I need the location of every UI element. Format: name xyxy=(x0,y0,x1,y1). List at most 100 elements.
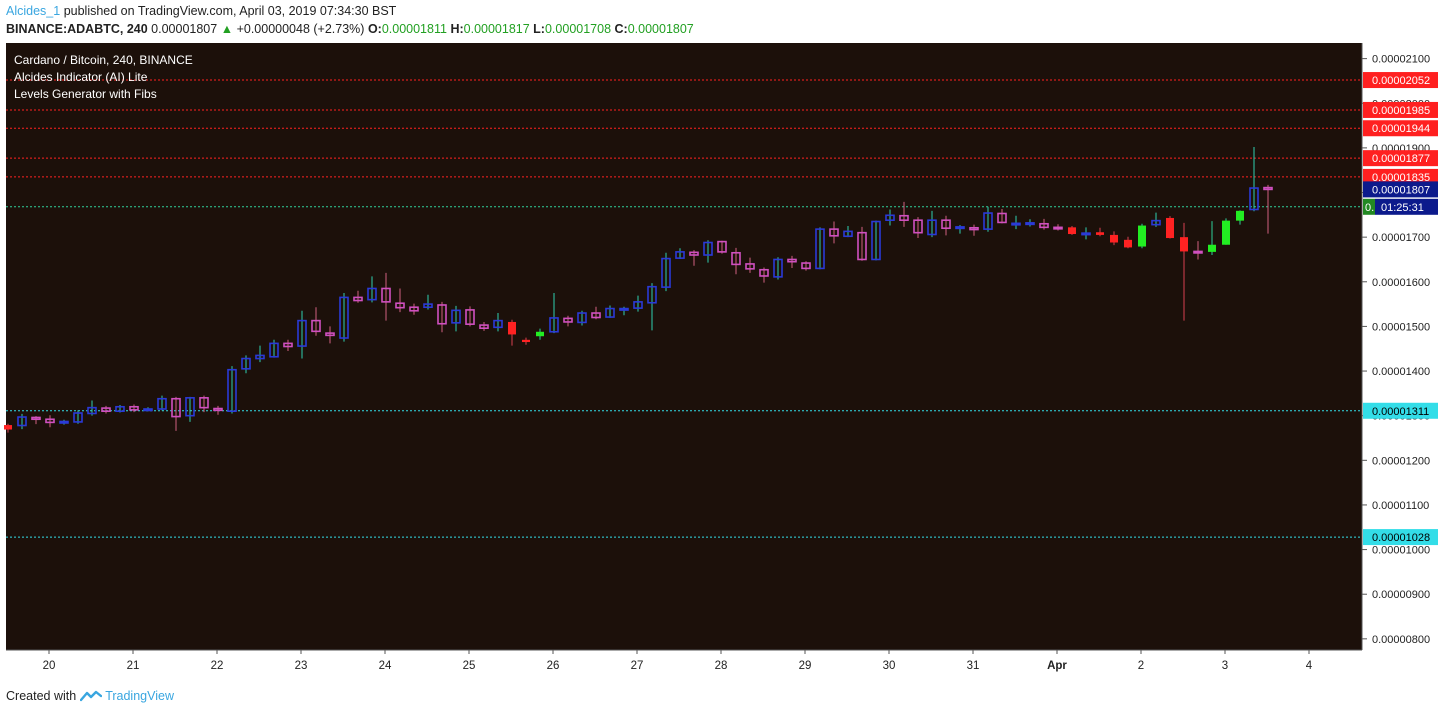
candle-body xyxy=(1138,225,1146,247)
x-tick-label: 20 xyxy=(43,660,56,672)
candle-body xyxy=(17,416,27,427)
candle-body xyxy=(899,214,909,221)
candle-body xyxy=(171,397,181,418)
ohlc-header: BINANCE:ADABTC, 240 0.00001807 ▲ +0.0000… xyxy=(6,22,694,36)
y-tick-label: 0.00001700 xyxy=(1372,232,1430,244)
legend-indicator-1: Alcides Indicator (AI) Lite xyxy=(14,70,148,84)
candle-body xyxy=(759,268,769,277)
candle-body xyxy=(522,339,530,343)
low-label: L: xyxy=(533,22,545,36)
candle-body xyxy=(647,285,657,304)
candle-body xyxy=(955,226,965,230)
candle-body xyxy=(1193,250,1203,254)
candle-body xyxy=(605,307,615,318)
level-price-label: 0.00001835 xyxy=(1372,172,1430,184)
candle-body xyxy=(31,416,41,421)
level-price-label: 0.00001985 xyxy=(1372,105,1430,117)
open-label: O: xyxy=(367,22,382,36)
candle-body xyxy=(115,405,125,413)
candle-body xyxy=(157,397,167,410)
plot-area[interactable] xyxy=(6,43,1362,650)
y-tick-label: 0.00002100 xyxy=(1372,54,1430,66)
x-tick-label: 24 xyxy=(379,660,392,672)
candle-body xyxy=(73,412,83,423)
time-axis[interactable] xyxy=(6,650,1438,679)
candle-body xyxy=(1249,187,1259,211)
candle-body xyxy=(437,304,447,325)
price-axis[interactable] xyxy=(1362,43,1438,650)
price-change: +0.00000048 (+2.73%) xyxy=(236,22,365,36)
x-tick-label: 21 xyxy=(127,660,140,672)
y-tick-label: 0.00001100 xyxy=(1372,500,1429,512)
price-chart[interactable]: Cardano / Bitcoin, 240, BINANCE Alcides … xyxy=(0,43,1444,679)
pivot-price-box xyxy=(1363,198,1375,215)
tradingview-link[interactable]: TradingView xyxy=(105,689,174,703)
candle-body xyxy=(577,312,587,324)
x-tick-label: 25 xyxy=(463,660,476,672)
candle-body xyxy=(297,319,307,347)
y-tick-label: 0.00001600 xyxy=(1372,277,1430,289)
symbol-label: BINANCE:ADABTC, 240 xyxy=(6,22,148,36)
candle-body xyxy=(409,306,419,312)
x-tick-label: 28 xyxy=(715,660,728,672)
level-price-label: 0.00002052 xyxy=(1372,75,1430,87)
level-price-label-box xyxy=(1363,101,1438,118)
candle-body xyxy=(549,317,559,333)
publish-header: Alcides_1 published on TradingView.com, … xyxy=(6,4,396,18)
high-label: H: xyxy=(450,22,464,36)
candle-body xyxy=(1025,222,1035,226)
candle-body xyxy=(479,324,489,330)
level-price-label: 0.00001877 xyxy=(1372,153,1430,165)
candle-body xyxy=(633,301,643,309)
candle-body xyxy=(395,302,405,309)
candle-body xyxy=(969,226,979,231)
candle-body xyxy=(1180,237,1188,252)
x-tick-label: 27 xyxy=(631,660,644,672)
candle-body xyxy=(129,405,139,411)
candle-body xyxy=(773,258,783,278)
candle-body xyxy=(353,296,363,302)
candle-body xyxy=(1081,232,1091,236)
high-value: 0.00001817 xyxy=(463,22,530,36)
candle-body xyxy=(857,231,867,261)
level-price-label-box xyxy=(1363,150,1438,167)
candle-body xyxy=(101,407,111,413)
pivot-price-label: 0. xyxy=(1365,202,1374,214)
y-tick-label: 0.00001400 xyxy=(1372,366,1430,378)
candle-body xyxy=(913,219,923,234)
candle-body xyxy=(591,312,601,319)
candle-body xyxy=(661,257,671,288)
candle-body xyxy=(815,228,825,270)
level-price-label-box xyxy=(1363,120,1438,137)
y-tick-label: 0.00001200 xyxy=(1372,455,1430,467)
candle-body xyxy=(927,219,937,236)
candle-body xyxy=(731,251,741,266)
candle-body xyxy=(227,368,237,413)
candle-body xyxy=(241,357,251,370)
close-value: 0.00001807 xyxy=(627,22,694,36)
tradingview-logo-icon xyxy=(80,690,103,702)
candle-body xyxy=(536,331,544,337)
level-price-label-box xyxy=(1363,402,1438,419)
candle-body xyxy=(675,251,685,259)
candle-body xyxy=(493,319,503,329)
candle-body xyxy=(143,408,153,412)
candle-body xyxy=(941,219,951,230)
close-label: C: xyxy=(614,22,628,36)
level-price-label: 0.00001311 xyxy=(1372,406,1429,418)
published-text: published on TradingView.com, April 03, … xyxy=(63,4,397,18)
candle-body xyxy=(1096,232,1104,235)
candle-body xyxy=(465,309,475,325)
candle-body xyxy=(1263,186,1273,191)
candle-body xyxy=(381,287,391,303)
up-arrow-icon: ▲ xyxy=(220,22,234,36)
candle-body xyxy=(339,296,349,339)
candle-body xyxy=(185,397,195,417)
last-price: 0.00001807 xyxy=(151,22,218,36)
last-price-label-box xyxy=(1363,181,1438,198)
candle-body xyxy=(1039,222,1049,229)
x-tick-label: 23 xyxy=(295,660,308,672)
candle-body xyxy=(885,214,895,221)
author-link[interactable]: Alcides_1 xyxy=(6,4,61,18)
candle-body xyxy=(1124,239,1132,248)
